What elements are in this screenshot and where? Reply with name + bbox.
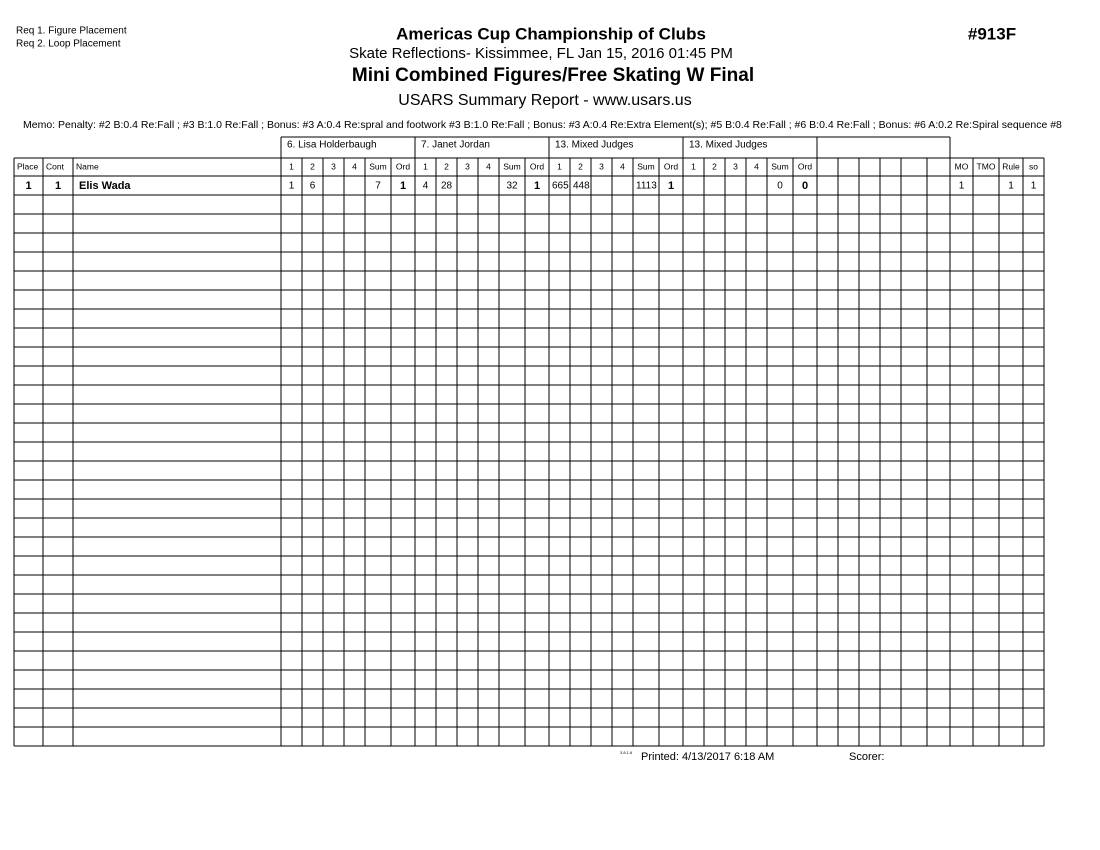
column-header: 4 xyxy=(486,161,491,171)
column-header: so xyxy=(1029,161,1038,171)
cell: 1 xyxy=(959,181,965,192)
cell: 0 xyxy=(802,180,808,192)
report-name: USARS Summary Report - www.usars.us xyxy=(398,92,691,109)
cell: 32 xyxy=(506,181,518,192)
column-header: 3 xyxy=(599,161,604,171)
cell: 665 xyxy=(552,181,569,192)
cell: 1 xyxy=(289,181,295,192)
column-header: 3 xyxy=(733,161,738,171)
column-header: 1 xyxy=(557,161,562,171)
column-header: Ord xyxy=(530,161,544,171)
column-header: 2 xyxy=(712,161,717,171)
column-header: 1 xyxy=(289,161,294,171)
column-header: Rule xyxy=(1002,161,1020,171)
column-header: Ord xyxy=(396,161,410,171)
cell: 1 xyxy=(25,180,31,192)
column-header: 1 xyxy=(423,161,428,171)
column-header: 4 xyxy=(754,161,759,171)
cell: 1 xyxy=(1031,181,1037,192)
column-header: Sum xyxy=(637,161,654,171)
column-header: 1 xyxy=(691,161,696,171)
version: 3.8.1.6 xyxy=(620,750,633,755)
cell: 1 xyxy=(55,180,61,192)
cell: 1 xyxy=(400,180,406,192)
column-header: 3 xyxy=(331,161,336,171)
cell: 28 xyxy=(441,181,453,192)
event-number: #913F xyxy=(968,24,1016,43)
column-header: 2 xyxy=(444,161,449,171)
column-header: Sum xyxy=(369,161,386,171)
column-header: 4 xyxy=(352,161,357,171)
column-header: 4 xyxy=(620,161,625,171)
column-header: Sum xyxy=(771,161,788,171)
column-header: TMO xyxy=(977,161,996,171)
column-header: Place xyxy=(17,161,39,171)
printed-date: Printed: 4/13/2017 6:18 AM xyxy=(641,751,774,763)
column-header: Ord xyxy=(664,161,678,171)
cell: 4 xyxy=(423,181,429,192)
cell: 448 xyxy=(573,181,590,192)
cell: 1 xyxy=(1008,181,1014,192)
cell: 1 xyxy=(534,180,540,192)
cell: 0 xyxy=(777,181,783,192)
column-header: 3 xyxy=(465,161,470,171)
column-header: 2 xyxy=(578,161,583,171)
cell: 1113 xyxy=(636,181,657,192)
column-header: MO xyxy=(955,161,969,171)
column-header: Name xyxy=(76,161,99,171)
judge-name: 13. Mixed Judges xyxy=(689,140,767,151)
column-header: Sum xyxy=(503,161,520,171)
scorer: Scorer: xyxy=(849,751,884,763)
cell: 6 xyxy=(310,181,316,192)
column-header: Cont xyxy=(46,161,65,171)
requirement: Req 1. Figure Placement xyxy=(16,26,127,37)
column-header: Ord xyxy=(798,161,812,171)
memo: Memo: Penalty: #2 B:0.4 Re:Fall ; #3 B:1… xyxy=(23,119,1062,131)
column-header: 2 xyxy=(310,161,315,171)
cell: 1 xyxy=(668,180,674,192)
title: Americas Cup Championship of Clubs xyxy=(396,24,706,43)
event-name: Mini Combined Figures/Free Skating W Fin… xyxy=(352,65,754,86)
judge-name: 13. Mixed Judges xyxy=(555,140,633,151)
cell: Elis Wada xyxy=(79,180,131,192)
judge-name: 6. Lisa Holderbaugh xyxy=(287,140,377,151)
location: Skate Reflections- Kissimmee, FL Jan 15,… xyxy=(349,45,733,62)
cell: 7 xyxy=(375,181,381,192)
requirement: Req 2. Loop Placement xyxy=(16,39,121,50)
judge-name: 7. Janet Jordan xyxy=(421,140,490,151)
